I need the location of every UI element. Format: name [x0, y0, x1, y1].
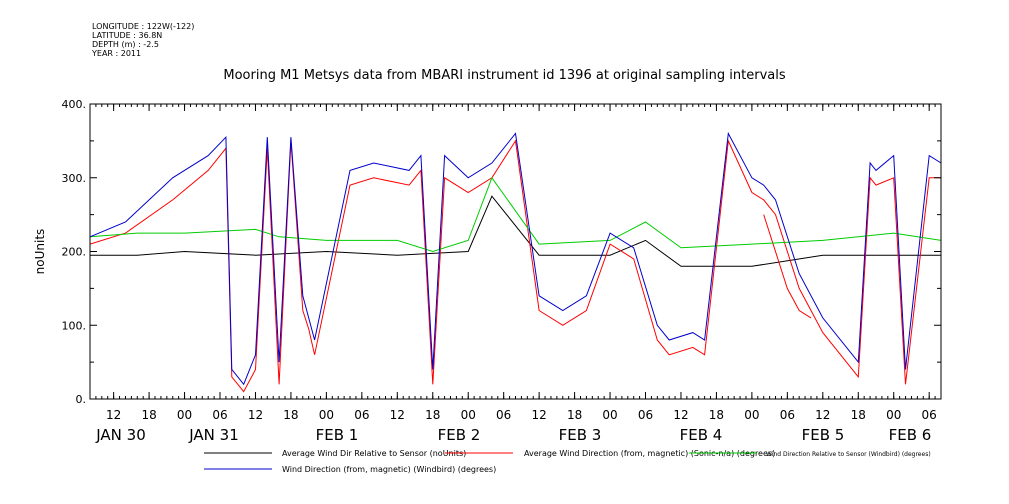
y-tick-label: 100.: [62, 319, 87, 332]
x-tick-label: 12: [390, 408, 405, 422]
x-tick-label: 18: [425, 408, 440, 422]
x-day-label: FEB 2: [438, 426, 481, 444]
meta-year: YEAR : 2011: [92, 49, 142, 58]
meta-latitude: LATITUDE : 36.8N: [92, 31, 163, 40]
x-tick-label: 06: [354, 408, 369, 422]
series-line-3-seg-0: [89, 131, 942, 386]
meta-longitude: LONGITUDE : 122W(-122): [92, 22, 195, 31]
x-day-label: FEB 6: [889, 426, 932, 444]
x-tick-label: 06: [780, 408, 795, 422]
x-tick-label: 18: [567, 408, 582, 422]
plot-frame: [89, 103, 942, 400]
x-day-label: JAN 31: [188, 426, 239, 444]
series-line-1-seg-0: [89, 139, 941, 393]
x-day-label: FEB 5: [802, 426, 845, 444]
legend-label-3: Wind Direction (from, magnetic) (Windbir…: [282, 465, 496, 474]
series-line-1-seg-1: [763, 214, 812, 319]
x-tick-label: 18: [141, 408, 156, 422]
x-tick-label: 06: [496, 408, 511, 422]
x-tick-label: 12: [673, 408, 688, 422]
x-day-label: FEB 3: [559, 426, 602, 444]
y-tick-label: 200.: [62, 246, 87, 259]
legend-label-2: Wind Direction Relative to Sensor (Windb…: [766, 451, 931, 458]
x-day-label: FEB 4: [680, 426, 723, 444]
x-tick-label: 00: [744, 408, 759, 422]
legend-label-0: Average Wind Dir Relative to Sensor (noU…: [282, 449, 466, 458]
x-tick-label: 00: [177, 408, 192, 422]
legend-label-1: Average Wind Direction (from, magnetic) …: [524, 449, 775, 458]
series-line-2-seg-0: [89, 176, 942, 253]
x-tick-label: 18: [709, 408, 724, 422]
series-line-0-seg-0: [90, 195, 941, 267]
x-tick-label: 00: [319, 408, 334, 422]
x-day-label: JAN 30: [95, 426, 146, 444]
x-tick-label: 12: [106, 408, 121, 422]
x-tick-label: 18: [283, 408, 298, 422]
y-axis-label: noUnits: [33, 229, 47, 275]
x-tick-label: 00: [886, 408, 901, 422]
y-tick-label: 0.: [76, 393, 87, 406]
x-tick-label: 12: [815, 408, 830, 422]
chart-title: Mooring M1 Metsys data from MBARI instru…: [223, 68, 786, 83]
x-tick-label: 06: [922, 408, 937, 422]
y-tick-label: 300.: [62, 172, 87, 185]
x-tick-label: 12: [248, 408, 263, 422]
x-tick-label: 06: [638, 408, 653, 422]
x-tick-label: 06: [212, 408, 227, 422]
x-tick-label: 18: [851, 408, 866, 422]
x-day-label: FEB 1: [316, 426, 359, 444]
y-tick-label: 400.: [62, 98, 87, 111]
x-tick-label: 00: [602, 408, 617, 422]
x-tick-label: 12: [531, 408, 546, 422]
x-tick-label: 00: [461, 408, 476, 422]
meta-depth: DEPTH (m) : -2.5: [92, 40, 159, 49]
metadata-block: LONGITUDE : 122W(-122) LATITUDE : 36.8N …: [92, 22, 194, 58]
